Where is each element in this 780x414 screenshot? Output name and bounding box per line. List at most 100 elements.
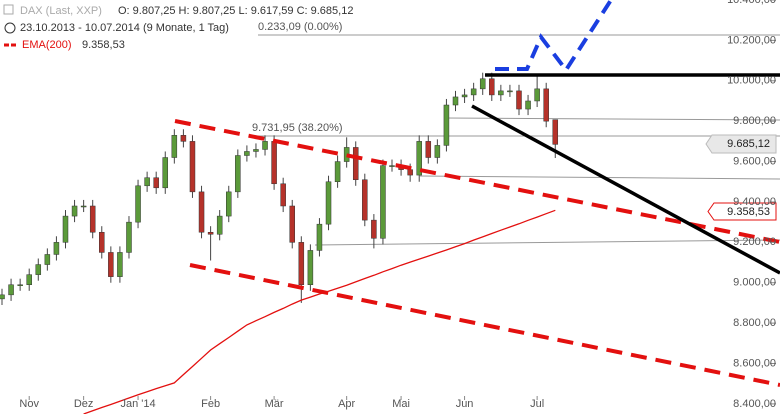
candle-body: [126, 221, 132, 253]
candle-body: [443, 104, 450, 146]
icon: [3, 4, 14, 15]
candle-body: [534, 88, 540, 102]
fib-label: 9.731,95 (38.20%): [252, 122, 343, 134]
y-tick-label: 9.800,00: [733, 115, 776, 127]
x-tick-label: Jan '14: [120, 398, 155, 410]
y-tick-label: 9.000,00: [733, 277, 776, 289]
candle-body: [153, 177, 159, 189]
candle-body: [416, 141, 422, 176]
candle-body: [17, 284, 23, 287]
candle-body: [543, 88, 549, 122]
red-channel: [174, 119, 780, 244]
candle-body: [35, 264, 42, 275]
fib-line: [444, 117, 780, 121]
candle-body: [362, 179, 368, 221]
ema-price-label: 9.358,53: [727, 206, 770, 218]
candle-body: [371, 219, 377, 239]
candle-body: [461, 94, 468, 98]
projection: [495, 0, 613, 74]
candle-body: [271, 141, 277, 185]
candle-body: [216, 215, 223, 235]
candle-body: [135, 185, 141, 223]
candle-body: [44, 254, 51, 265]
x-tick-label: Mai: [392, 398, 410, 410]
x-tick-label: Apr: [338, 398, 355, 410]
candle-body: [525, 100, 531, 110]
candle-body: [316, 223, 323, 251]
candle-body: [552, 119, 559, 145]
ohlc: O: 9.807,25 H: 9.807,25 L: 9.617,59 C: 9…: [118, 5, 353, 17]
candle-body: [53, 242, 60, 255]
candle-body: [516, 90, 522, 110]
y-tick-label: 9.400,00: [733, 196, 776, 208]
candle-body: [425, 141, 432, 158]
ema-price-box: [707, 202, 777, 221]
candle-body: [171, 135, 178, 158]
candle-body: [498, 90, 504, 96]
y-tick-label: 8.400,00: [733, 398, 776, 410]
y-tick-label: 8.600,00: [733, 357, 776, 369]
candle-body: [470, 88, 477, 96]
candle-body: [99, 231, 105, 253]
annotations: [174, 0, 780, 387]
candle-body: [180, 135, 187, 142]
candle-body: [253, 149, 259, 152]
y-tick-label: 10.200,00: [727, 34, 776, 46]
fib-line: [314, 239, 780, 246]
y-tick-label: 9.200,00: [733, 236, 776, 248]
y-tick-label: 10.400,00: [727, 0, 776, 6]
x-tick-label: Nov: [19, 398, 39, 410]
y-tick-label: 8.800,00: [733, 317, 776, 329]
trend-line: [471, 104, 780, 275]
y-tick-label: 10.000,00: [727, 75, 776, 87]
candle-body: [144, 177, 150, 187]
candle-body: [289, 205, 295, 243]
symbol: DAX (Last, XXP): [20, 5, 102, 17]
candle-body: [235, 155, 241, 193]
candle-body: [507, 90, 513, 93]
candle-body: [325, 181, 332, 225]
candle-body: [434, 145, 441, 158]
candle-body: [226, 191, 232, 217]
candle-body: [108, 252, 114, 277]
candle-body: [198, 191, 205, 233]
candle-body: [389, 165, 395, 167]
candle-body: [452, 96, 459, 106]
last-price-box: [705, 134, 777, 154]
candle-body: [207, 231, 214, 235]
candle-body: [89, 205, 96, 233]
ema-legend-name: EMA(200): [22, 39, 72, 51]
candle-body: [0, 294, 5, 300]
date-range: 23.10.2013 - 10.07.2014 (9 Monate, 1 Tag…: [20, 22, 229, 34]
fib-label: 0.233,09 (0.00%): [258, 21, 342, 33]
ema-legend-value: 9.358,53: [82, 39, 125, 51]
price-tag: 9.685,12 9.358,53: [705, 134, 777, 221]
candle-body: [352, 147, 359, 180]
y-tick-label: 9.600,00: [733, 155, 776, 167]
candle-body: [117, 252, 123, 277]
candle-body: [71, 205, 78, 217]
candle-body: [26, 274, 32, 286]
candle-body: [489, 78, 495, 96]
clock-icon: [4, 22, 16, 34]
candle-body: [407, 169, 413, 176]
last-price-label: 9.685,12: [727, 138, 770, 150]
candle-body: [307, 250, 314, 286]
x-tick-label: Feb: [201, 398, 220, 410]
red-channel: [189, 263, 780, 387]
x-tick-label: Dez: [74, 398, 94, 410]
candle-body: [380, 165, 386, 239]
x-tick-label: Jul: [530, 398, 544, 410]
candle-body: [189, 141, 196, 193]
candle-body: [8, 284, 14, 296]
candle-body: [479, 78, 486, 90]
header: DAX (Last, XXP) O: 9.807,25 H: 9.807,25 …: [3, 4, 353, 51]
candle-body: [298, 242, 305, 286]
candle-body: [80, 205, 87, 208]
candle-body: [262, 141, 268, 150]
candle-body: [280, 183, 286, 207]
trend-lines: [250, 34, 780, 246]
x-tick-label: Mär: [265, 398, 284, 410]
